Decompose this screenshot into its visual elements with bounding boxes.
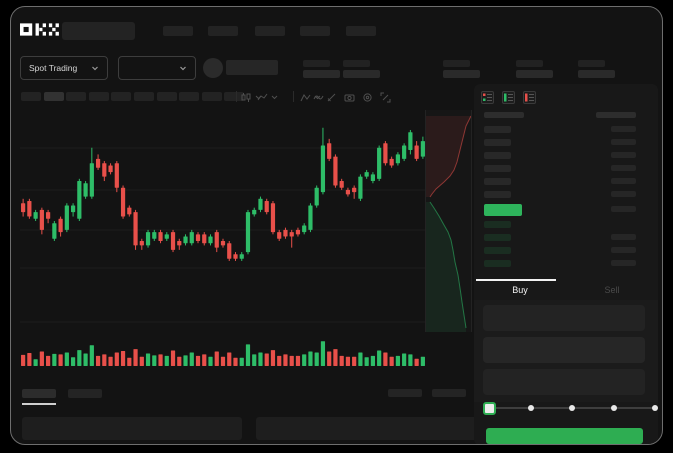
submit-buy-button[interactable] <box>486 428 643 444</box>
stat-label-skeleton-2 <box>443 60 470 67</box>
stat-value-skeleton-4 <box>578 70 615 78</box>
bid-row-total-skeleton-2[interactable] <box>611 247 636 253</box>
ask-row-total-skeleton-2[interactable] <box>611 152 636 158</box>
stat-value-skeleton-1 <box>343 70 380 78</box>
amount-input-skeleton[interactable] <box>483 337 645 363</box>
timeframe-button-0[interactable] <box>21 92 41 101</box>
nav-item-skeleton-3[interactable] <box>300 26 330 36</box>
orders-tab-skeleton[interactable] <box>68 389 102 398</box>
timeframe-button-9[interactable] <box>224 92 245 101</box>
bid-row-price-skeleton-2[interactable] <box>484 247 511 254</box>
stat-value-skeleton-2 <box>443 70 480 78</box>
book-both-icon[interactable] <box>481 91 494 104</box>
slider-stop-75[interactable] <box>610 405 617 411</box>
coin-avatar <box>203 58 223 78</box>
timeframe-button-4[interactable] <box>111 92 132 101</box>
bid-row-total-skeleton-0[interactable] <box>611 206 636 212</box>
timeframe-button-6[interactable] <box>156 92 177 101</box>
price-input-skeleton[interactable] <box>483 305 645 331</box>
slider-handle[interactable] <box>482 401 496 415</box>
timeframe-button-2[interactable] <box>66 92 87 101</box>
chart-type-icon[interactable] <box>257 92 268 103</box>
bid-row-total-skeleton-1[interactable] <box>611 234 636 240</box>
depth-chart[interactable] <box>425 110 472 332</box>
ask-row-total-skeleton-4[interactable] <box>611 178 636 184</box>
nav-item-skeleton-4[interactable] <box>346 26 376 36</box>
stat-label-skeleton-4 <box>578 60 605 67</box>
ask-row-total-skeleton-0[interactable] <box>611 126 636 132</box>
orders-action-skeleton[interactable] <box>432 389 466 397</box>
pair-filter-dropdown[interactable] <box>118 56 196 80</box>
chevron-down-icon[interactable] <box>269 92 280 103</box>
app-window: Spot Trading <box>10 6 663 445</box>
candle-style-icon[interactable] <box>241 92 252 103</box>
timeframe-button-8[interactable] <box>201 92 222 101</box>
candlestick-chart[interactable] <box>20 110 426 332</box>
book-bids-icon[interactable] <box>502 91 515 104</box>
ask-row-price-skeleton-3[interactable] <box>484 165 511 172</box>
volume-chart <box>20 336 426 366</box>
orders-tab-active-skeleton[interactable] <box>22 389 56 398</box>
bid-row-price-skeleton-0[interactable] <box>484 221 511 228</box>
timeframe-button-7[interactable] <box>179 92 200 101</box>
bid-row-price-skeleton-1[interactable] <box>484 234 511 241</box>
ask-row-price-skeleton-0[interactable] <box>484 126 511 133</box>
brush-icon[interactable] <box>326 92 337 103</box>
stat-value-skeleton-3 <box>516 70 553 78</box>
tab-sell[interactable]: Sell <box>604 285 620 295</box>
stat-value-skeleton-0 <box>303 70 340 78</box>
candlestick-svg <box>20 127 426 323</box>
volume-svg <box>21 341 425 366</box>
nav-item-skeleton-1[interactable] <box>208 26 238 36</box>
active-tab-indicator <box>22 403 56 405</box>
book-asks-icon[interactable] <box>523 91 536 104</box>
okx-logo[interactable] <box>20 23 60 36</box>
nav-item-skeleton-0[interactable] <box>163 26 193 36</box>
ask-row-price-skeleton-2[interactable] <box>484 152 511 159</box>
toolbar-divider <box>293 91 294 102</box>
slider-stop-50[interactable] <box>569 405 575 411</box>
search-skeleton[interactable] <box>62 22 135 40</box>
ob-header-left-skeleton <box>484 112 524 118</box>
market-type-selector[interactable]: Spot Trading <box>20 56 108 80</box>
tab-buy[interactable]: Buy <box>474 279 566 301</box>
last-price-highlight[interactable] <box>484 204 522 216</box>
total-input-skeleton[interactable] <box>483 369 645 395</box>
slider-stop-100[interactable] <box>652 405 658 411</box>
fullscreen-icon[interactable] <box>380 92 391 103</box>
slider-stop-25[interactable] <box>527 405 534 411</box>
ask-row-price-skeleton-4[interactable] <box>484 178 511 185</box>
depth-svg <box>426 115 471 332</box>
settings-icon[interactable] <box>362 92 373 103</box>
timeframe-button-3[interactable] <box>88 92 109 101</box>
stat-label-skeleton-0 <box>303 60 330 67</box>
bid-row-total-skeleton-3[interactable] <box>611 260 636 266</box>
bid-row-price-skeleton-3[interactable] <box>484 260 511 267</box>
line-tool-icon[interactable] <box>313 92 324 103</box>
ask-row-price-skeleton-5[interactable] <box>484 191 511 198</box>
orders-action-skeleton[interactable] <box>388 389 422 397</box>
indicator-icon[interactable] <box>300 92 311 103</box>
stat-label-skeleton-1 <box>343 60 370 67</box>
chevron-down-icon <box>180 66 186 71</box>
ask-row-total-skeleton-5[interactable] <box>611 191 636 197</box>
order-tabbar: Buy Sell <box>474 279 658 301</box>
ask-row-total-skeleton-3[interactable] <box>611 165 636 171</box>
timeframe-button-1[interactable] <box>43 92 64 101</box>
stat-label-skeleton-3 <box>516 60 543 67</box>
market-type-label: Spot Trading <box>29 63 78 73</box>
toolbar-divider <box>236 91 237 102</box>
timeframe-button-5[interactable] <box>134 92 154 101</box>
ask-row-total-skeleton-1[interactable] <box>611 139 636 145</box>
pair-name-skeleton[interactable] <box>226 60 278 75</box>
orders-table-skeleton <box>256 417 477 440</box>
ask-row-price-skeleton-1[interactable] <box>484 139 511 146</box>
ob-header-right-skeleton <box>596 112 636 118</box>
orders-table-skeleton <box>22 417 242 440</box>
nav-item-skeleton-2[interactable] <box>255 26 285 36</box>
camera-icon[interactable] <box>344 92 355 103</box>
chevron-down-icon <box>92 66 98 71</box>
